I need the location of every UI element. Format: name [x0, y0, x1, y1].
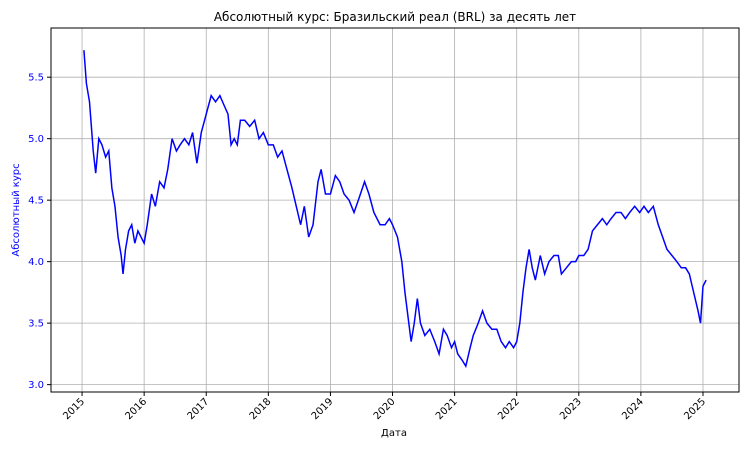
y-tick-label: 4.5	[28, 196, 44, 207]
chart-title: Абсолютный курс: Бразильский реал (BRL) …	[214, 10, 576, 24]
y-axis-label: Абсолютный курс	[11, 163, 22, 256]
plot-frame	[50, 27, 740, 393]
data-line	[83, 50, 707, 369]
y-tick-label: 3.5	[28, 319, 44, 330]
y-tick-label: 5.5	[28, 73, 44, 84]
y-tick-label: 5.0	[28, 134, 44, 145]
x-axis-label: Дата	[381, 428, 407, 439]
y-tick-label: 4.0	[28, 257, 44, 268]
y-tick-label: 3.0	[28, 380, 44, 391]
